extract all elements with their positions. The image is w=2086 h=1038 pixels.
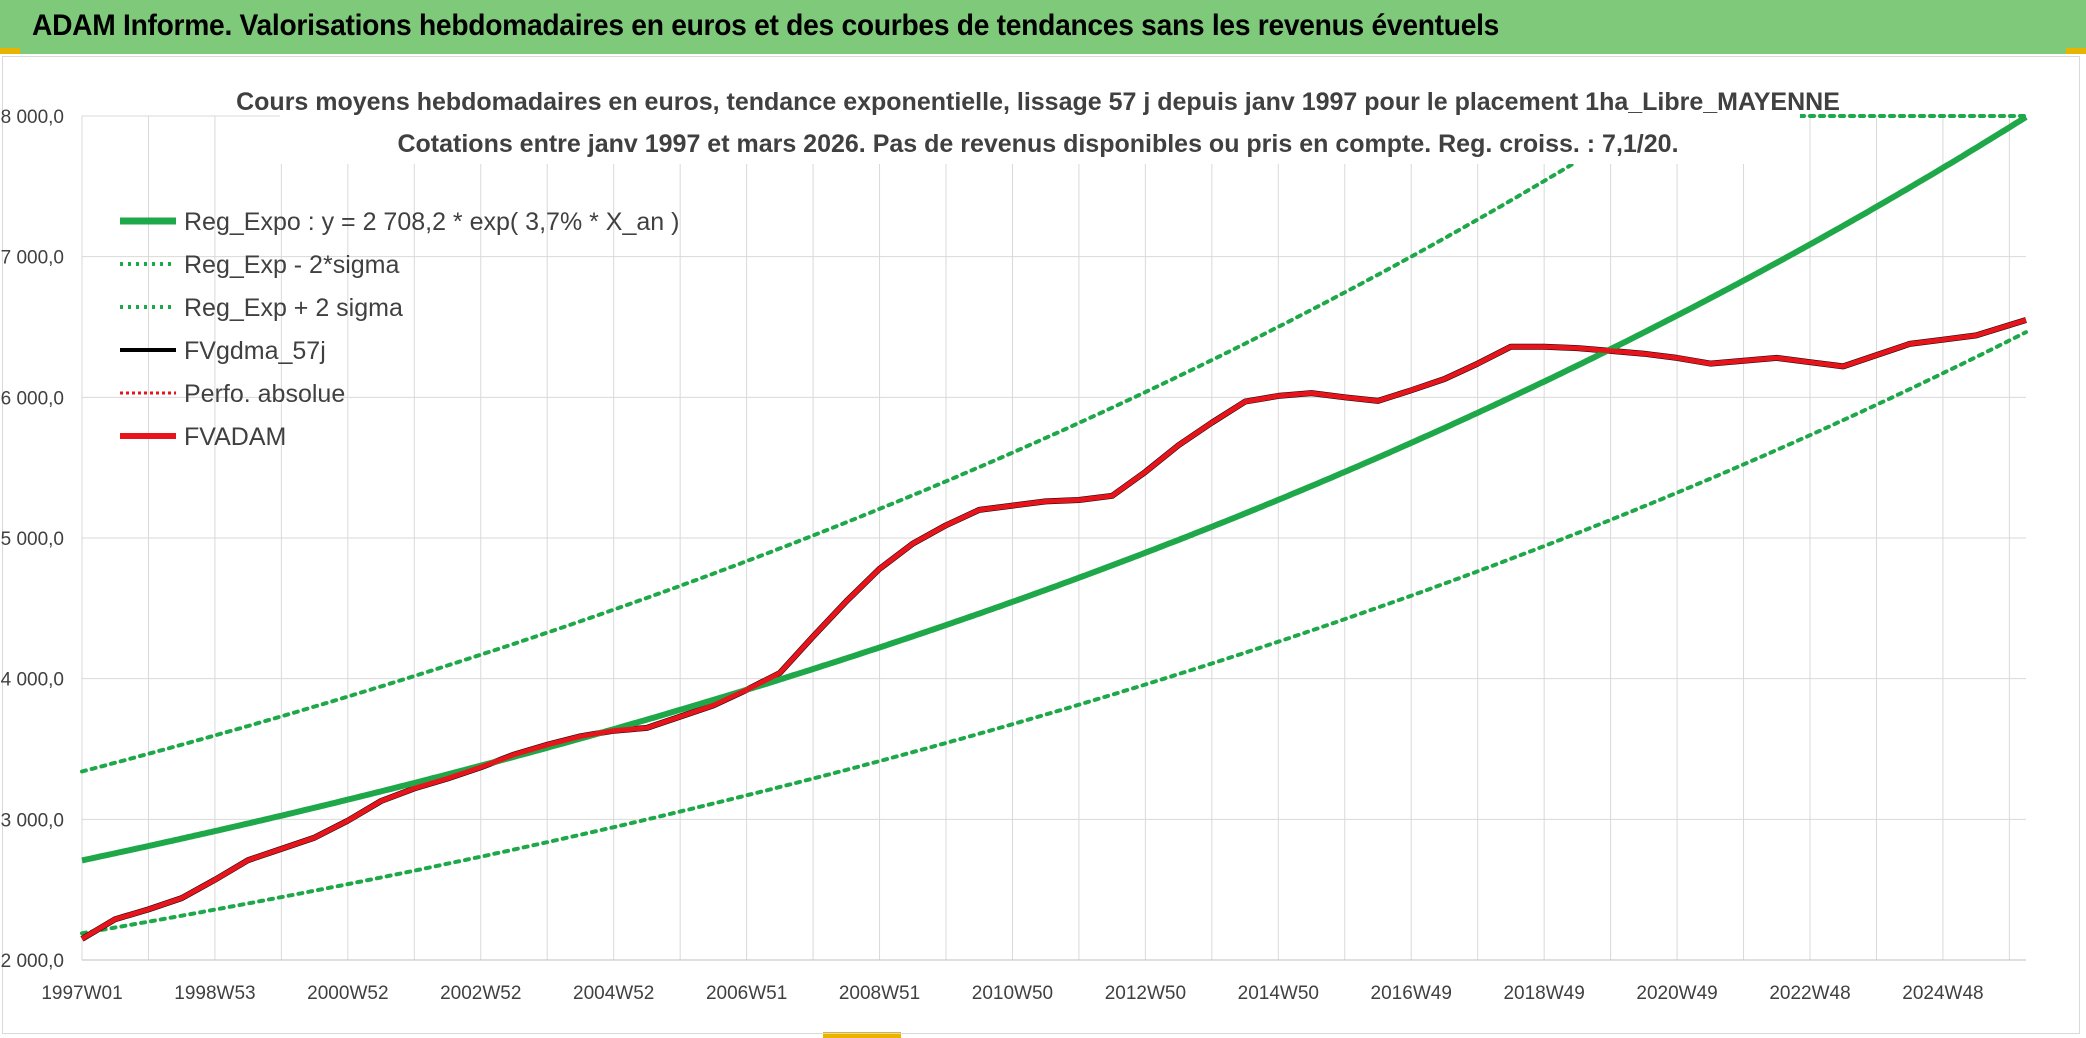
y-tick-label: 5 000,0 <box>1 529 64 550</box>
y-axis-ticks: 2 000,0 3 000,0 4 000,0 5 000,0 6 000,0 7 000… <box>1 107 64 972</box>
chart-title-line2: Cotations entre janv 1997 et mars 2026. … <box>397 130 1678 158</box>
y-tick-label: 4 000,0 <box>1 670 64 691</box>
x-tick-label: 2004W52 <box>573 983 654 1004</box>
y-tick-label: 6 000,0 <box>1 388 64 409</box>
x-tick-label: 1998W53 <box>174 983 255 1004</box>
y-tick-label: 8 000,0 <box>1 107 64 128</box>
legend-label-upper: Reg_Exp + 2 sigma <box>184 294 403 322</box>
title-background <box>280 86 1800 164</box>
legend-label-perfo: Perfo. absolue <box>184 380 345 408</box>
lower-band-line <box>80 330 2028 936</box>
x-tick-label: 2012W50 <box>1105 983 1186 1004</box>
corner-mark-left <box>0 48 20 54</box>
legend-label-reg_expo: Reg_Expo : y = 2 708,2 * exp( 3,7% * X_a… <box>184 208 679 236</box>
x-tick-label: 2006W51 <box>706 983 787 1004</box>
x-tick-label: 2002W52 <box>440 983 521 1004</box>
x-tick-label: 2010W50 <box>972 983 1053 1004</box>
report-banner: ADAM Informe. Valorisations hebdomadaire… <box>0 0 2086 54</box>
fvadam-line <box>80 317 2027 942</box>
legend-label-lower: Reg_Exp - 2*sigma <box>184 251 399 279</box>
x-tick-label: 2000W52 <box>307 983 388 1004</box>
x-tick-label: 2024W48 <box>1902 983 1983 1004</box>
x-tick-label: 2020W49 <box>1636 983 1717 1004</box>
series-lines <box>80 114 2028 942</box>
legend: Reg_Expo : y = 2 708,2 * exp( 3,7% * X_a… <box>120 208 679 451</box>
x-tick-label: 2016W49 <box>1371 983 1452 1004</box>
y-tick-label: 7 000,0 <box>1 248 64 269</box>
chart-frame <box>2 56 2080 1034</box>
x-tick-label: 2022W48 <box>1769 983 1850 1004</box>
corner-mark-bottom <box>823 1032 901 1038</box>
upper-band-line <box>80 114 1653 774</box>
report-title: ADAM Informe. Valorisations hebdomadaire… <box>32 9 1500 42</box>
x-tick-label: 1997W01 <box>41 983 122 1004</box>
y-tick-label: 3 000,0 <box>1 810 64 831</box>
reg-expo-line <box>81 114 2028 864</box>
y-tick-label: 2 000,0 <box>1 951 64 972</box>
corner-mark-right <box>2066 48 2086 54</box>
x-tick-label: 2008W51 <box>839 983 920 1004</box>
chart-title-line1: Cours moyens hebdomadaires en euros, ten… <box>236 88 1840 116</box>
x-tick-label: 2018W49 <box>1503 983 1584 1004</box>
legend-label-fvgdma: FVgdma_57j <box>184 337 326 365</box>
legend-label-fvadam: FVADAM <box>184 423 286 451</box>
x-axis-ticks: 1997W01 1998W53 2000W52 2002W52 2004W52 2006W… <box>41 983 1983 1004</box>
fvgdma-line <box>80 317 2027 942</box>
grid-lines <box>81 115 2026 961</box>
x-tick-label: 2014W50 <box>1238 983 1319 1004</box>
